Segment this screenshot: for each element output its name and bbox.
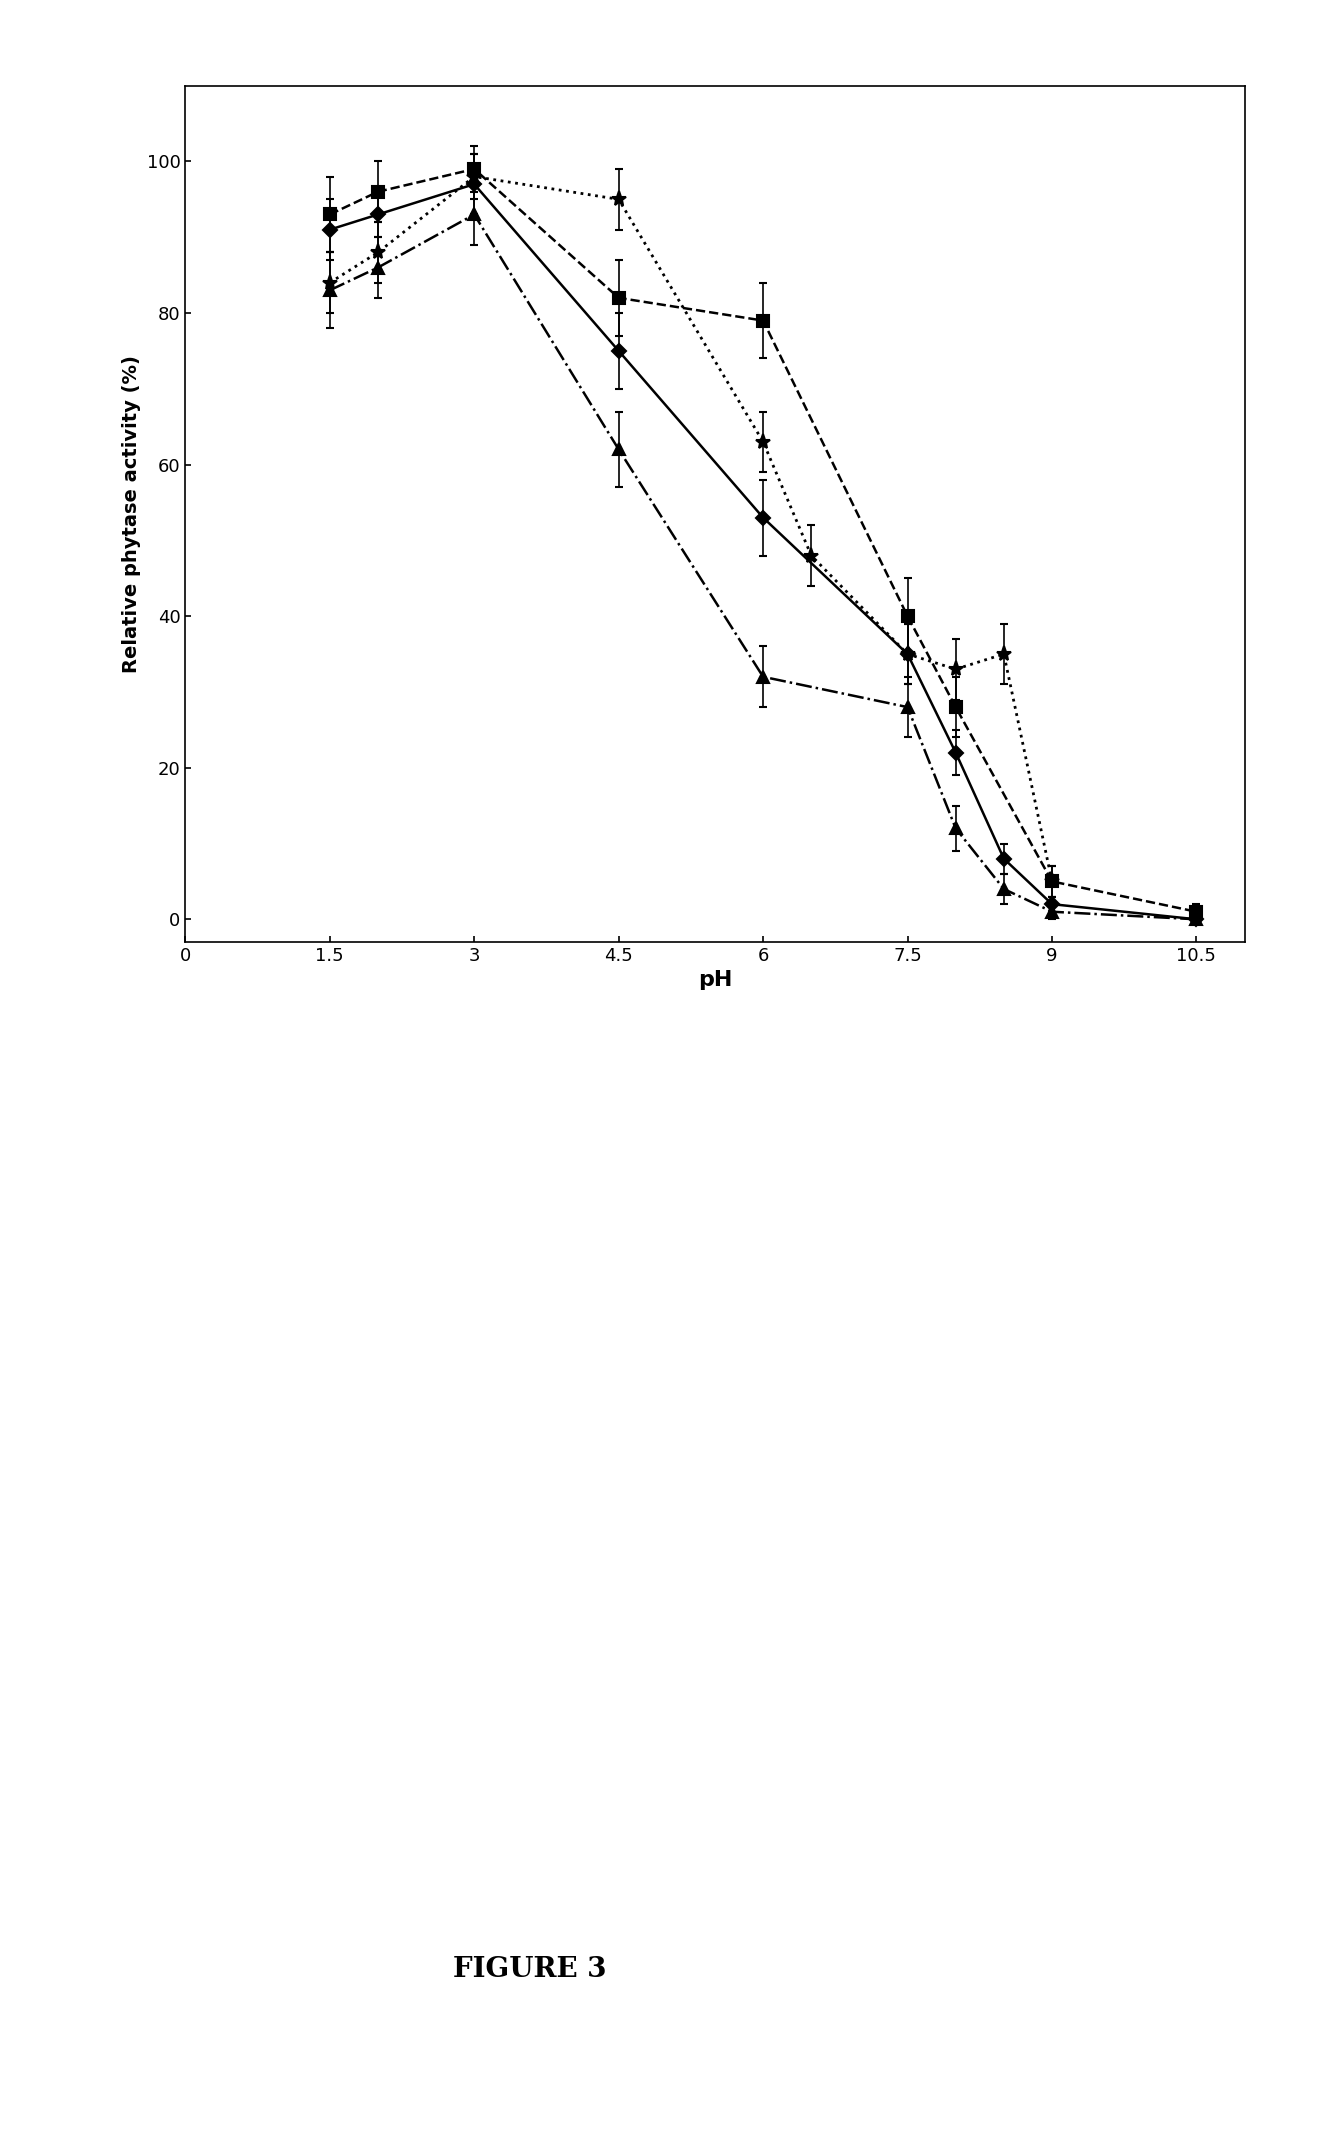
Y-axis label: Relative phytase activity (%): Relative phytase activity (%) — [122, 355, 142, 672]
Text: FIGURE 3: FIGURE 3 — [453, 1957, 606, 1983]
X-axis label: pH: pH — [698, 970, 732, 991]
